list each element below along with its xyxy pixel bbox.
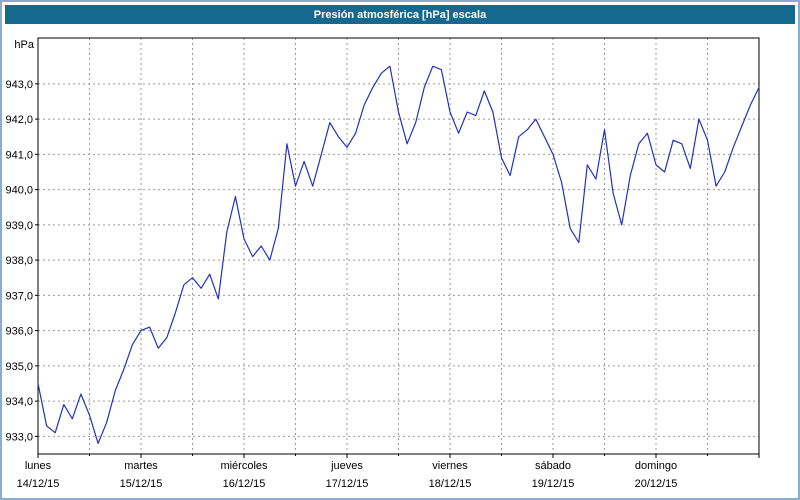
x-day-label: jueves [330, 460, 363, 472]
y-tick-label: 936,0 [5, 326, 33, 338]
plot-frame [37, 37, 760, 455]
y-tick-label: 937,0 [5, 290, 33, 302]
y-tick-label: 933,0 [5, 431, 33, 443]
y-tick-label: 934,0 [5, 396, 33, 408]
x-day-label: viernes [432, 460, 468, 472]
x-date-label: 16/12/15 [223, 478, 266, 490]
x-day-label: martes [124, 460, 158, 472]
y-tick-label: 940,0 [5, 185, 33, 197]
y-tick-label: 939,0 [5, 220, 33, 232]
x-date-label: 20/12/15 [635, 478, 678, 490]
x-day-label: sábado [535, 460, 571, 472]
x-date-label: 18/12/15 [429, 478, 472, 490]
x-day-label: domingo [635, 460, 677, 472]
x-day-label: miércoles [220, 460, 268, 472]
y-axis-unit-label: hPa [14, 39, 34, 51]
chart-title: Presión atmosférica [hPa] escala [313, 8, 487, 21]
y-tick-label: 935,0 [5, 361, 33, 373]
x-date-label: 17/12/15 [326, 478, 369, 490]
grid [38, 38, 759, 454]
x-date-label: 15/12/15 [120, 478, 163, 490]
chart-canvas: hPa 933,0 934,0 935,0 936,0 937,0 938,0 939,0 94… [2, 26, 798, 498]
x-date-label: 19/12/15 [532, 478, 575, 490]
pressure-line [37, 65, 760, 444]
x-day-label: lunes [25, 460, 52, 472]
chart-title-bar: Presión atmosférica [hPa] escala [5, 5, 795, 24]
y-tick-label: 942,0 [5, 114, 33, 126]
x-date-label: 14/12/15 [17, 478, 60, 490]
y-tick-label: 938,0 [5, 255, 33, 267]
y-tick-label: 943,0 [5, 79, 33, 91]
y-tick-label: 941,0 [5, 149, 33, 161]
pressure-chart-svg: hPa 933,0 934,0 935,0 936,0 937,0 938,0 939,0 94… [5, 37, 760, 490]
